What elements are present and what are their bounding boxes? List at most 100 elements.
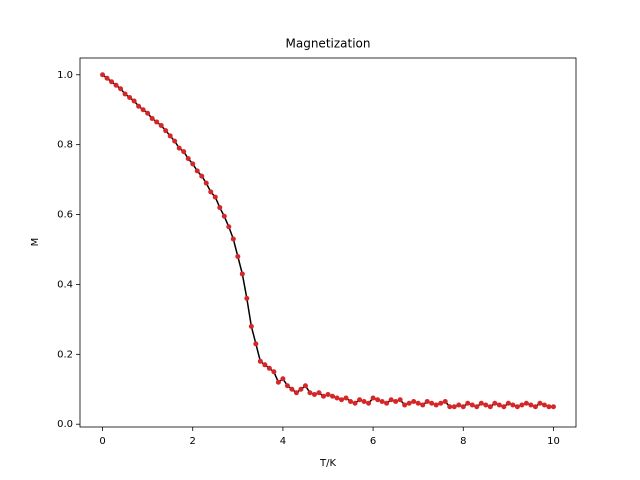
data-point [280,376,286,382]
data-point [366,400,372,406]
data-point [438,400,444,406]
data-point [163,128,169,134]
data-point [474,404,480,410]
data-point [420,402,426,408]
data-point [334,395,340,401]
data-point [167,133,173,139]
data-point [307,390,313,396]
data-point [375,397,381,403]
data-point [546,404,552,410]
data-point [469,402,475,408]
data-point [510,402,516,408]
data-point [433,402,439,408]
data-point [541,402,547,408]
y-tick-label: 0.0 [57,419,73,430]
data-point [127,94,133,100]
data-point [478,400,484,406]
data-line [102,74,554,408]
data-point [221,213,227,219]
data-point [244,295,250,301]
data-point [316,390,322,396]
data-point [203,180,209,186]
data-point [361,398,367,404]
x-tick-label: 8 [460,436,466,447]
x-tick-label: 0 [99,436,105,447]
x-tick-label: 6 [370,436,376,447]
data-point [451,404,457,410]
data-point [298,386,304,392]
data-point [460,404,466,410]
data-point [505,400,511,406]
data-point [388,397,394,403]
data-point [343,395,349,401]
data-point [330,393,336,399]
data-point [370,395,376,401]
data-point [501,404,507,410]
y-axis-label: M [30,238,41,247]
data-point [357,397,363,403]
data-point [519,402,525,408]
x-tick-label: 2 [190,436,196,447]
data-point [348,398,354,404]
data-point [397,397,403,403]
data-point [406,400,412,406]
data-point [550,404,556,410]
data-point [226,224,232,230]
data-point [212,194,218,200]
data-point [149,115,155,121]
data-point [424,398,430,404]
data-point [113,82,119,88]
data-point [528,402,534,408]
data-point [456,402,462,408]
data-point [217,205,223,211]
data-point [248,323,254,329]
data-point [320,393,326,399]
data-point [352,400,358,406]
data-point [415,400,421,406]
data-point [384,400,390,406]
data-point [379,398,385,404]
data-point [402,402,408,408]
data-point [514,404,520,410]
data-point [235,253,241,259]
data-point [104,75,110,81]
y-tick-label: 1.0 [57,70,73,81]
data-point [284,383,290,389]
data-point [140,107,146,113]
data-point [145,110,151,116]
plot-frame [79,57,577,428]
y-tick-label: 0.8 [57,140,73,151]
data-point [325,392,331,398]
data-point [208,189,214,195]
data-point [118,86,124,92]
data-point [266,365,272,371]
chart-title: Magnetization [286,37,371,51]
data-point [181,149,187,155]
data-point [172,138,178,144]
y-tick-label: 0.6 [57,210,73,221]
data-point [487,404,493,410]
data-point [190,161,196,167]
data-point [442,398,448,404]
data-point [100,72,106,78]
data-point [447,404,453,410]
data-point [523,400,529,406]
data-point [262,362,268,368]
data-point [154,119,160,125]
data-point [302,383,308,389]
y-tick-label: 0.4 [57,279,73,290]
data-point [492,400,498,406]
data-point [289,386,295,392]
data-point [271,369,277,375]
data-point [483,402,489,408]
data-point [311,392,317,398]
data-point [393,398,399,404]
data-point [465,400,471,406]
data-point [429,400,435,406]
data-point [185,156,191,162]
data-point [239,271,245,277]
data-point [194,168,200,174]
data-point [122,91,128,97]
x-tick-label: 10 [547,436,560,447]
